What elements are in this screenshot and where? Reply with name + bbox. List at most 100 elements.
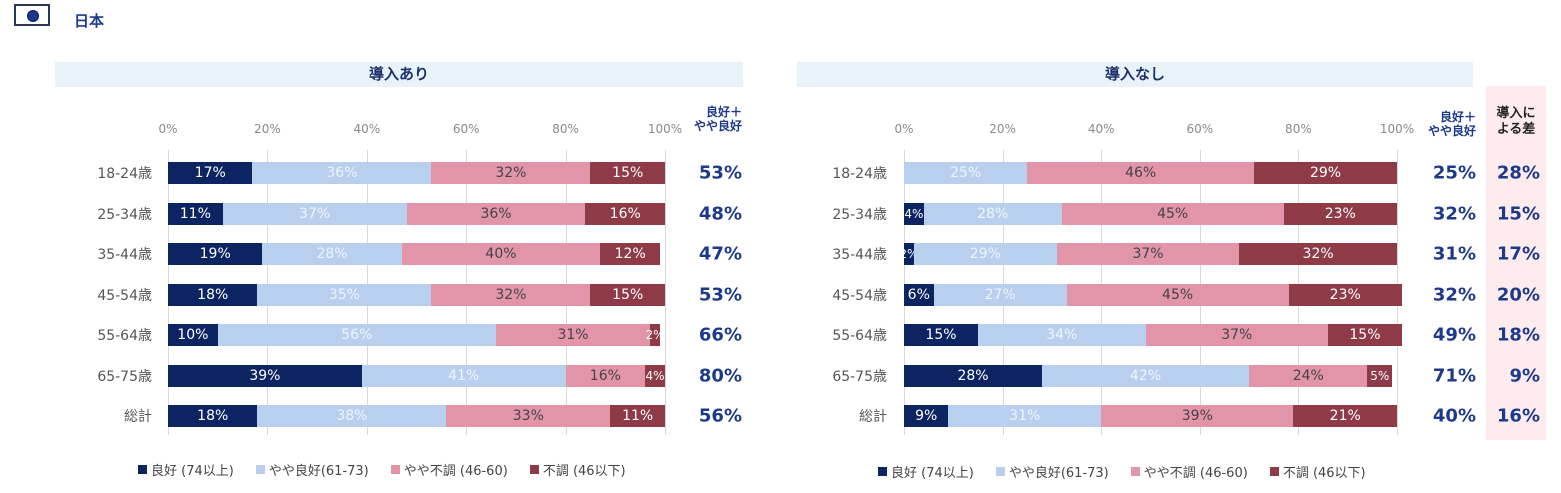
bar-segment-fairly-good (948, 405, 1102, 427)
bar-label-fairly-good: 31% (1009, 408, 1041, 424)
bar-segment-fairly-good (923, 202, 1062, 225)
bar-label-poor: 15% (1349, 327, 1381, 343)
legend-item-good: 良好 (74以上) (878, 462, 974, 481)
bar-label-fairly-good: 28% (316, 246, 348, 262)
summary-value: 56% (698, 405, 742, 427)
bar-segment-poor (1367, 364, 1393, 387)
legend-item-good: 良好 (74以上) (138, 460, 234, 479)
category-label: 35-44歳 (97, 247, 152, 263)
bar-segment-fairly-poor (431, 283, 591, 306)
bar-segment-fairly-poor (1027, 162, 1255, 184)
legend-label: 不調 (46以下) (1282, 466, 1366, 481)
bar-segment-good (904, 324, 978, 346)
category-label: 総計 (124, 409, 152, 425)
bar-label-poor: 29% (1309, 165, 1342, 181)
bar-label-good: 4% (904, 206, 924, 221)
summary-header: 良好＋ やや良好 (693, 105, 742, 133)
bar-segment-fairly-poor (1249, 364, 1368, 387)
legend-swatch-good (878, 467, 887, 476)
bar-segment-poor (650, 324, 661, 346)
bar-label-fairly-poor: 36% (480, 205, 512, 222)
summary-value: 49% (1432, 324, 1476, 346)
category-label: 45-54歳 (97, 287, 152, 304)
bar-segment-good (168, 405, 258, 427)
legend-label: 良好 (74以上) (151, 464, 234, 479)
difference-value: 28% (1496, 162, 1540, 184)
bar-label-fairly-poor: 40% (485, 246, 517, 262)
x-tick-label: 20% (254, 122, 281, 136)
bar-label-fairly-good: 34% (1046, 327, 1078, 343)
japan-flag-icon (14, 4, 50, 26)
bar-label-poor: 15% (612, 165, 644, 181)
bar-segment-poor (600, 243, 660, 265)
category-label: 25-34歳 (832, 206, 887, 223)
bar-segment-fairly-good (217, 324, 496, 346)
x-tick-label: 100% (1379, 122, 1415, 136)
summary-value: 80% (698, 365, 742, 386)
bar-segment-fairly-good (252, 162, 432, 184)
difference-value: 16% (1496, 405, 1540, 427)
bar-label-fairly-good: 27% (984, 286, 1016, 303)
legend-item-fairly-poor: やや不調 (46-60) (390, 460, 508, 479)
bar-label-fairly-good: 42% (1130, 367, 1162, 384)
bar-segment-fairly-poor (565, 364, 646, 387)
x-tick-label: 0% (894, 122, 914, 136)
bar-label-poor: 32% (1302, 246, 1334, 262)
x-tick-label: 40% (1087, 122, 1115, 136)
x-tick-label: 60% (1186, 122, 1214, 136)
bar-segment-poor (610, 405, 665, 427)
bar-segment-good (168, 283, 258, 306)
difference-column-background (1486, 86, 1546, 440)
bar-segment-fairly-good (1042, 364, 1250, 387)
bar-label-fairly-good: 56% (341, 327, 373, 343)
category-label: 18-24歳 (832, 166, 887, 182)
difference-value: 20% (1496, 284, 1540, 305)
bar-segment-fairly-good (361, 364, 566, 387)
panel-title: 導入なし (797, 62, 1473, 87)
summary-value: 25% (1432, 162, 1476, 184)
legend-swatch-fairly-poor (1130, 467, 1140, 476)
bar-segment-good (168, 324, 218, 346)
bar-segment-fairly-poor (446, 405, 611, 427)
bar-label-good: 9% (915, 408, 938, 424)
category-label: 55-64歳 (832, 328, 887, 344)
bar-label-good: 17% (194, 165, 226, 181)
x-tick-label: 40% (353, 122, 381, 136)
bar-segment-fairly-poor (1056, 243, 1240, 265)
legend-label: 不調 (46以下) (542, 464, 626, 479)
legend-swatch-fairly-good (255, 465, 265, 474)
summary-value: 31% (1432, 243, 1476, 265)
legend-swatch-poor (1269, 467, 1279, 476)
bar-segment-good (904, 243, 914, 265)
bar-label-poor: 5% (1370, 368, 1390, 383)
bar-label-poor: 4% (645, 368, 665, 383)
bar-label-fairly-good: 38% (336, 408, 368, 424)
gridline (665, 150, 666, 435)
bar-label-good: 11% (179, 205, 211, 222)
bar-segment-fairly-poor (1061, 202, 1284, 225)
bar-segment-poor (1254, 162, 1397, 184)
bar-segment-poor (590, 162, 665, 184)
summary-value: 40% (1432, 405, 1476, 427)
flag-dot (27, 10, 39, 22)
bar-segment-poor (1239, 243, 1397, 265)
bar-label-poor: 15% (612, 286, 644, 303)
bar-segment-fairly-good (222, 202, 407, 225)
legend-item-fairly-poor: やや不調 (46-60) (1130, 462, 1248, 481)
bar-label-fairly-good: 35% (328, 286, 360, 303)
bar-label-fairly-poor: 37% (1132, 246, 1164, 262)
bar-label-fairly-poor: 31% (557, 327, 589, 343)
bar-label-fairly-poor: 33% (512, 408, 544, 424)
bar-label-good: 19% (199, 246, 231, 262)
category-label: 55-64歳 (97, 328, 152, 344)
bar-label-poor: 16% (609, 205, 641, 222)
bar-label-poor: 11% (622, 408, 654, 424)
bar-segment-fairly-poor (431, 162, 591, 184)
bar-segment-good (168, 364, 362, 387)
legend-label: やや不調 (46-60) (403, 464, 508, 479)
bar-label-good: 39% (249, 367, 281, 384)
bar-label-fairly-poor: 39% (1181, 408, 1213, 424)
category-label: 25-34歳 (97, 206, 152, 223)
bar-label-poor: 23% (1329, 286, 1361, 303)
bar-label-fairly-poor: 32% (495, 165, 527, 181)
